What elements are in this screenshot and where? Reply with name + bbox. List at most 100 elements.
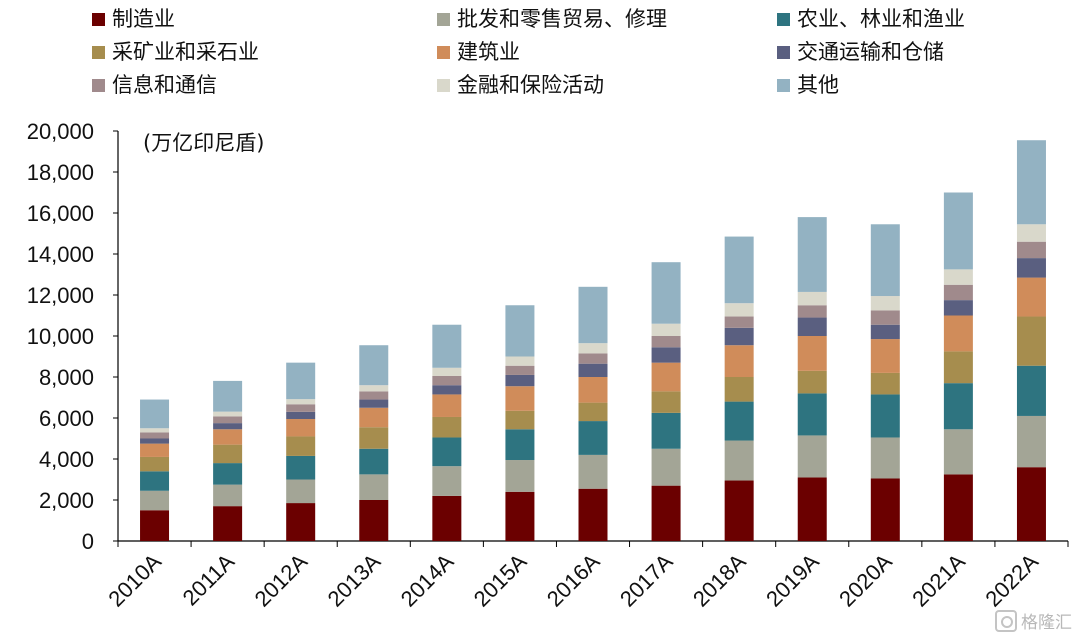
bar-segment: [359, 407, 389, 428]
bar-segment: [505, 460, 535, 492]
y-tick-label: 18,000: [27, 160, 94, 185]
legend: 制造业 批发和零售贸易、修理 农业、林业和渔业 采矿业和采石业 建筑业 交通运输和仓储 信息…: [0, 0, 1080, 110]
bar-segment: [724, 345, 754, 377]
y-tick-label: 14,000: [27, 242, 94, 267]
bar-segment: [651, 412, 681, 449]
legend-item: 采矿业和采石业: [92, 36, 259, 68]
bar-segment: [651, 347, 681, 363]
bar-segment: [651, 336, 681, 348]
bar-segment: [505, 356, 535, 366]
legend-label: 采矿业和采石业: [112, 40, 259, 64]
bar-segment: [432, 495, 462, 541]
legend-swatch: [437, 45, 450, 59]
bar-segment: [870, 372, 900, 395]
bar-segment: [1016, 316, 1046, 366]
legend-item: 信息和通信: [92, 69, 217, 101]
x-tick-label: 2014A: [396, 549, 459, 612]
bar-stack-2014A: [432, 324, 462, 541]
bar-segment: [724, 401, 754, 441]
x-tick-label: 2016A: [542, 549, 605, 612]
bar-segment: [797, 370, 827, 394]
bar-segment: [651, 448, 681, 486]
bar-segment: [943, 315, 973, 352]
bar-segment: [797, 336, 827, 371]
bar-segment: [286, 362, 316, 400]
bar-segment: [213, 411, 243, 417]
bar-segment: [1016, 365, 1046, 416]
legend-item: 其他: [777, 69, 839, 101]
bar-segment: [651, 391, 681, 413]
bar-segment: [505, 386, 535, 411]
bar-segment: [505, 429, 535, 461]
watermark-logo-icon: [995, 609, 1017, 632]
bar-segment: [432, 394, 462, 417]
bar-segment: [943, 474, 973, 541]
bar-segment: [359, 345, 389, 386]
bar-segment: [286, 479, 316, 504]
bar-segment: [432, 375, 462, 386]
bar-segment: [943, 429, 973, 475]
bar-segment: [651, 323, 681, 336]
x-tick-label: 2011A: [178, 549, 240, 611]
bar-segment: [1016, 140, 1046, 225]
legend-label: 信息和通信: [112, 73, 217, 97]
x-tick-label: 2012A: [250, 549, 313, 612]
bar-segment: [1016, 467, 1046, 541]
bar-segment: [286, 436, 316, 456]
bar-segment: [432, 416, 462, 438]
bar-segment: [724, 316, 754, 328]
bar-segment: [870, 394, 900, 438]
legend-label: 制造业: [112, 7, 175, 31]
bar-segment: [724, 377, 754, 402]
y-tick-label: 8,000: [39, 365, 94, 390]
bar-segment: [213, 463, 243, 485]
x-tick-label: 2013A: [323, 549, 386, 612]
bar-segment: [505, 365, 535, 375]
bar-stack-2019A: [797, 217, 827, 541]
legend-swatch: [777, 12, 790, 26]
y-tick-label: 0: [82, 529, 94, 554]
legend-swatch: [92, 45, 105, 59]
bar-segment: [651, 485, 681, 541]
legend-label: 金融和保险活动: [457, 73, 604, 97]
bar-segment: [1016, 241, 1046, 259]
legend-item: 交通运输和仓储: [777, 36, 944, 68]
legend-label: 交通运输和仓储: [797, 40, 944, 64]
y-tick-label: 20,000: [27, 119, 94, 144]
bar-segment: [359, 474, 389, 500]
bar-segment: [797, 217, 827, 292]
bar-segment: [286, 455, 316, 480]
bar-segment: [213, 506, 243, 541]
bar-segment: [505, 374, 535, 387]
bar-segment: [140, 490, 170, 511]
bar-segment: [797, 317, 827, 336]
bar-segment: [213, 423, 243, 430]
bar-stack-2013A: [359, 345, 389, 541]
bar-segment: [797, 435, 827, 478]
bar-segment: [797, 393, 827, 436]
bar-segment: [870, 310, 900, 325]
bar-segment: [432, 437, 462, 467]
bar-segment: [943, 269, 973, 285]
bar-segment: [359, 391, 389, 400]
bar-segment: [359, 427, 389, 449]
bar-segment: [286, 411, 316, 420]
bar-stack-2021A: [943, 192, 973, 541]
legend-swatch: [777, 45, 790, 59]
bar-segment: [943, 300, 973, 316]
y-axis-unit-label: (万亿印尼盾): [143, 131, 265, 155]
bar-segment: [140, 471, 170, 491]
bar-stack-2022A: [1016, 140, 1046, 541]
watermark-text: 格隆汇: [1021, 613, 1072, 633]
bar-segment: [213, 484, 243, 507]
bar-segment: [870, 339, 900, 373]
bar-segment: [140, 443, 170, 457]
bar-segment: [724, 480, 754, 541]
legend-item: 农业、林业和渔业: [777, 3, 965, 35]
legend-swatch: [92, 12, 105, 26]
bar-segment: [943, 284, 973, 301]
bar-stack-2016A: [578, 286, 608, 541]
bar-segment: [140, 432, 170, 439]
bar-segment: [1016, 415, 1046, 468]
